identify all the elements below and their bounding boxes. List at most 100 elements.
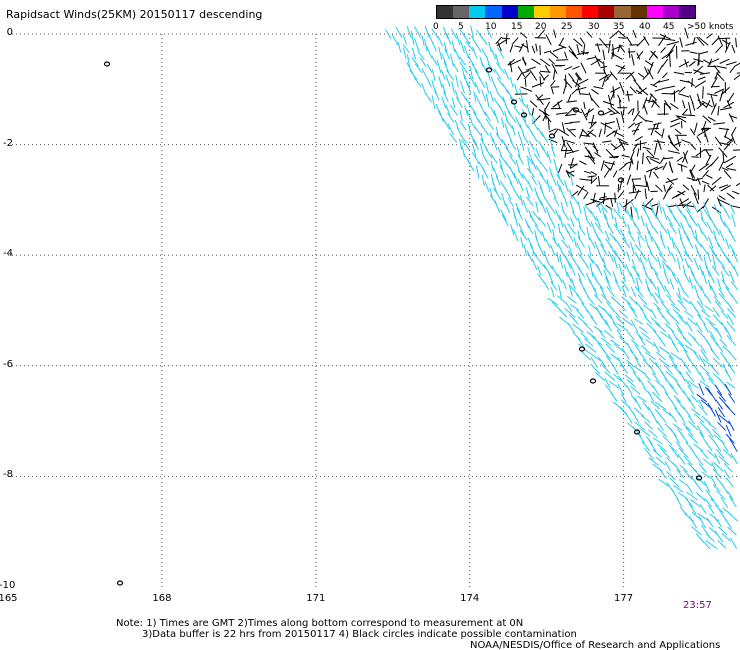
wind-vector — [686, 491, 698, 501]
wind-vector — [579, 129, 584, 139]
wind-vector — [491, 49, 497, 60]
wind-vector — [658, 252, 667, 263]
island-outline — [633, 429, 641, 435]
wind-vector — [717, 278, 722, 290]
wind-vector — [625, 359, 635, 367]
wind-vector — [598, 252, 605, 263]
wind-vector — [636, 52, 641, 60]
wind-vector — [568, 314, 579, 325]
wind-vector — [649, 278, 657, 291]
wind-vector — [549, 79, 556, 87]
wind-vector — [683, 246, 689, 256]
wind-vector — [580, 350, 592, 361]
wind-vector — [612, 86, 615, 99]
wind-vector — [730, 205, 740, 209]
wind-vector — [539, 70, 551, 73]
colorbar-swatch — [662, 6, 679, 18]
wind-vector — [563, 78, 573, 89]
wind-vector — [480, 124, 490, 136]
wind-vector — [693, 235, 703, 248]
wind-vector — [618, 139, 626, 151]
wind-vector — [725, 433, 735, 444]
wind-vector — [678, 341, 688, 353]
wind-vector — [626, 174, 632, 185]
wind-vector — [677, 190, 685, 196]
wind-vector — [655, 122, 660, 130]
island-outline — [485, 67, 493, 73]
wind-vector — [644, 119, 653, 123]
wind-vector — [662, 162, 668, 171]
wind-vector — [721, 167, 729, 171]
wind-vector — [718, 456, 730, 466]
wind-vector — [679, 37, 683, 48]
wind-vector — [712, 314, 723, 326]
wind-vector — [634, 357, 641, 368]
wind-vector — [613, 401, 624, 410]
colorbar-swatch — [517, 6, 534, 18]
lat-tick-label: -2 — [3, 137, 13, 149]
wind-vector — [720, 351, 728, 361]
wind-vector — [622, 318, 634, 327]
wind-vector — [682, 469, 693, 480]
wind-vector — [716, 257, 726, 269]
wind-vector — [687, 433, 699, 444]
wind-vector — [653, 140, 665, 144]
wind-vector — [517, 169, 525, 180]
wind-vector — [726, 137, 734, 144]
wind-vector — [576, 86, 587, 91]
wind-vector — [634, 285, 644, 298]
wind-vector — [641, 204, 653, 210]
wind-vector — [662, 435, 673, 446]
colorbar-label: 30 — [588, 22, 600, 32]
wind-vector — [684, 203, 691, 213]
wind-vector — [657, 286, 661, 297]
wind-vector — [736, 72, 740, 74]
wind-vector — [668, 383, 678, 396]
wind-vector — [585, 129, 594, 137]
wind-vector — [696, 393, 708, 403]
wind-vector — [712, 357, 724, 368]
wind-vector — [584, 146, 593, 158]
wind-vector — [695, 475, 706, 486]
wind-vector — [559, 185, 565, 199]
wind-vector — [527, 146, 531, 158]
wind-vector — [675, 292, 684, 304]
wind-vector — [569, 173, 574, 186]
wind-vector — [604, 122, 607, 135]
wind-vector — [589, 263, 594, 277]
wind-vector — [556, 174, 565, 186]
wind-vector — [511, 37, 519, 46]
wind-vector — [484, 181, 490, 192]
wind-vector — [589, 352, 601, 362]
wind-vector — [688, 102, 692, 115]
wind-vector — [594, 222, 604, 234]
wind-vector — [562, 279, 567, 290]
wind-vector — [626, 36, 633, 46]
wind-vector — [564, 51, 568, 59]
wind-vector — [617, 184, 620, 193]
wind-vector — [670, 303, 681, 312]
wind-vector — [591, 177, 598, 184]
wind-vector — [563, 180, 569, 193]
wind-vector — [647, 257, 653, 270]
wind-vector — [585, 217, 592, 227]
wind-vector — [577, 185, 585, 196]
wind-vector — [424, 92, 432, 103]
wind-vector — [706, 221, 714, 235]
wind-vector — [711, 265, 720, 276]
wind-vector — [631, 128, 640, 132]
wind-vector — [683, 362, 691, 374]
wind-vector — [682, 204, 696, 208]
wind-vector — [625, 263, 632, 277]
wind-vector — [708, 245, 717, 256]
wind-vector — [496, 91, 505, 103]
wind-vector — [625, 71, 635, 80]
wind-vector — [414, 63, 423, 74]
wind-vector — [584, 338, 594, 347]
wind-vector — [705, 540, 718, 550]
wind-vector — [604, 73, 613, 82]
wind-vector — [707, 402, 716, 417]
wind-vector — [678, 479, 689, 487]
wind-vector — [651, 372, 660, 383]
wind-vector — [632, 111, 641, 122]
